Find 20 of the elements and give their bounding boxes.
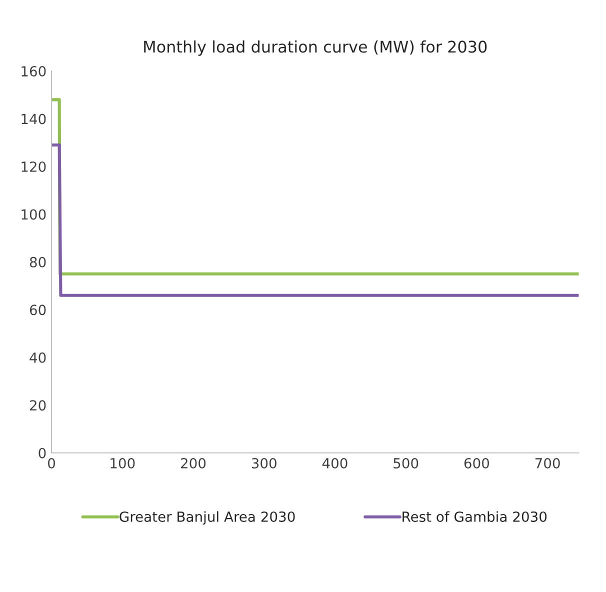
legend-label: Greater Banjul Area 2030 xyxy=(120,511,295,525)
y-tick-label: 60 xyxy=(30,304,46,316)
y-tick-label: 40 xyxy=(30,352,46,363)
legend-label: Rest of Gambia 2030 xyxy=(402,511,547,522)
x-tick-label: 700 xyxy=(535,458,560,468)
x-tick-label: 0 xyxy=(48,458,56,468)
x-tick-label: 500 xyxy=(394,458,418,468)
y-tick-label: 160 xyxy=(22,66,46,77)
x-tick-label: 400 xyxy=(322,458,348,468)
chart-title: Monthly load duration curve (MW) for 2030 xyxy=(144,40,487,56)
y-tick-label: 0 xyxy=(38,448,46,458)
x-tick-label: 300 xyxy=(252,458,276,468)
y-tick-label: 20 xyxy=(30,400,46,411)
x-tick-label: 100 xyxy=(110,458,135,468)
y-tick-label: 100 xyxy=(22,209,46,220)
y-tick-label: 80 xyxy=(30,256,46,268)
x-tick-label: 600 xyxy=(464,458,490,468)
x-tick-label: 200 xyxy=(181,458,206,468)
y-tick-label: 140 xyxy=(22,114,46,124)
y-tick-label: 120 xyxy=(22,161,46,172)
